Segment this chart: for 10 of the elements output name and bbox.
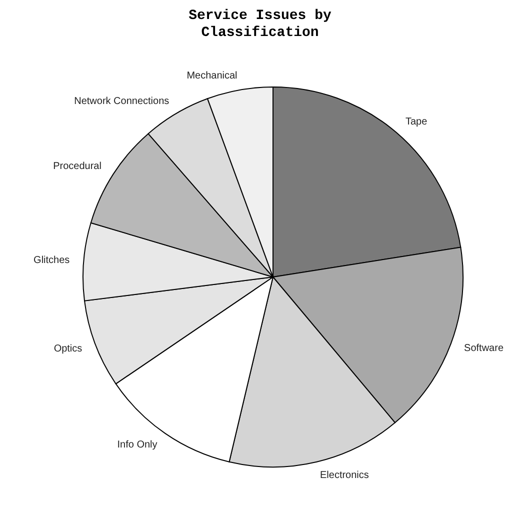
slice-label: Glitches xyxy=(34,254,70,266)
slice-label: Procedural xyxy=(53,161,102,172)
slice-label: Software xyxy=(464,343,504,354)
chart-title: Service Issues by Classification xyxy=(188,8,332,43)
slice-label: Electronics xyxy=(320,470,369,482)
slice-label: Optics xyxy=(54,344,82,355)
slice-label: Mechanical xyxy=(186,70,238,82)
slice-label: Network Connections xyxy=(74,96,170,107)
slice-label: Info Only xyxy=(117,440,158,450)
slice-label: Tape xyxy=(405,116,428,128)
